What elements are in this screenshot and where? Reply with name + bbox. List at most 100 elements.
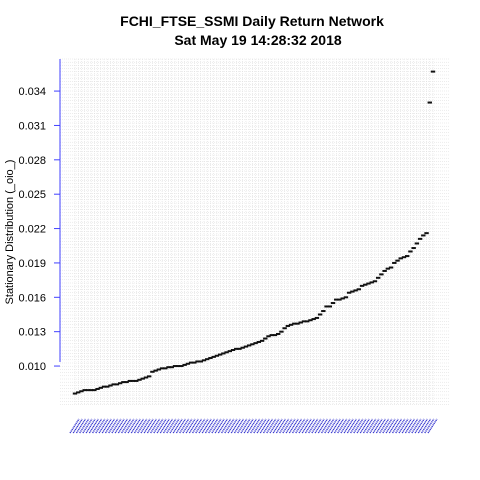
data-point (263, 337, 268, 340)
x-category-label-mark (295, 418, 306, 434)
x-category-label-mark (250, 418, 261, 434)
x-category-label-mark (330, 418, 341, 434)
data-point (408, 250, 413, 253)
data-point (153, 369, 158, 372)
x-category-label-mark (101, 418, 112, 434)
x-category-label-mark (111, 418, 122, 434)
x-category-label-mark (211, 418, 222, 434)
data-point (105, 385, 110, 388)
x-category-label-mark (220, 418, 232, 434)
data-point (382, 269, 387, 272)
data-point (224, 351, 229, 354)
x-category-label-mark (275, 418, 287, 434)
x-category-label-mark (127, 418, 138, 434)
x-category-label-mark (143, 418, 154, 434)
data-point (237, 347, 242, 350)
x-category-label-mark (185, 418, 196, 434)
x-category-label-mark (359, 418, 370, 434)
data-point (379, 273, 384, 276)
data-point (317, 313, 323, 316)
x-category-label-mark (401, 418, 412, 434)
data-point (275, 332, 281, 335)
data-point (340, 297, 345, 300)
x-category-label-mark (253, 418, 264, 434)
data-point (259, 339, 265, 342)
data-point (424, 232, 429, 235)
x-category-label-mark (320, 418, 332, 434)
y-axis-ticks: 0.010 0.013 0.016 0.019 0.022 0.025 0.028 0.031… (18, 86, 60, 373)
x-category-label-mark (79, 418, 90, 434)
x-category-label-mark (272, 418, 283, 434)
data-point (117, 382, 123, 385)
data-point (195, 360, 200, 363)
x-category-label-mark (369, 418, 380, 434)
data-point (88, 389, 94, 392)
data-point (179, 365, 184, 368)
x-category-label-mark (375, 418, 386, 434)
data-point (337, 298, 342, 301)
data-point (176, 365, 181, 368)
y-tick-label: 0.034 (18, 86, 46, 98)
data-point (401, 256, 407, 259)
data-point (127, 379, 133, 382)
x-category-label-mark (166, 418, 177, 434)
x-category-label-mark (356, 418, 367, 434)
x-category-label-mark (133, 418, 145, 434)
x-category-label-mark (191, 418, 203, 434)
x-category-label-mark (408, 418, 419, 434)
data-point (314, 316, 320, 319)
data-point (240, 346, 245, 349)
x-category-label-mark (82, 418, 93, 434)
data-point (230, 349, 236, 352)
x-category-label-mark (146, 418, 157, 434)
x-category-label-mark (311, 418, 322, 434)
data-point (101, 385, 107, 388)
data-point (79, 390, 84, 393)
data-point (72, 392, 78, 395)
x-category-label-mark (69, 418, 80, 434)
data-point (211, 355, 216, 358)
x-category-label-mark (266, 418, 277, 434)
x-category-label-mark (279, 418, 290, 434)
data-point (427, 101, 432, 104)
y-tick-label: 0.013 (18, 327, 46, 339)
data-point (146, 375, 152, 378)
x-category-label-mark (224, 418, 235, 434)
data-point (163, 367, 168, 370)
x-category-label-mark (333, 418, 345, 434)
x-category-label-mark (153, 418, 164, 434)
data-point (346, 291, 352, 294)
data-point (392, 261, 397, 264)
x-category-label-mark (314, 418, 325, 434)
data-point (301, 320, 307, 323)
x-category-label-mark (72, 418, 83, 434)
x-category-label-mark (227, 418, 238, 434)
data-point (111, 383, 116, 386)
x-category-label-mark (427, 418, 438, 434)
data-point (288, 323, 294, 326)
data-point (134, 379, 139, 382)
data-point (421, 234, 426, 237)
x-category-label-mark (398, 418, 409, 434)
x-category-label-mark (411, 418, 422, 434)
data-point (269, 334, 274, 337)
data-point (298, 321, 303, 324)
x-category-label-mark (285, 418, 296, 434)
data-point (266, 335, 271, 338)
data-point (430, 70, 436, 73)
data-point (375, 276, 381, 279)
chart-title: FCHI_FTSE_SSMI Daily Return Network (120, 13, 384, 29)
data-point (108, 384, 113, 387)
x-category-label-mark (256, 418, 267, 434)
data-point (246, 344, 252, 347)
data-point (98, 386, 104, 389)
x-category-label-mark (182, 418, 193, 434)
data-point (417, 237, 423, 240)
data-point (343, 296, 349, 299)
data-point (121, 381, 126, 384)
chart-subtitle: Sat May 19 14:28:32 2018 (174, 32, 342, 48)
data-point (334, 298, 339, 301)
x-category-label-mark (172, 418, 183, 434)
data-point (330, 302, 336, 305)
data-point (356, 288, 362, 291)
